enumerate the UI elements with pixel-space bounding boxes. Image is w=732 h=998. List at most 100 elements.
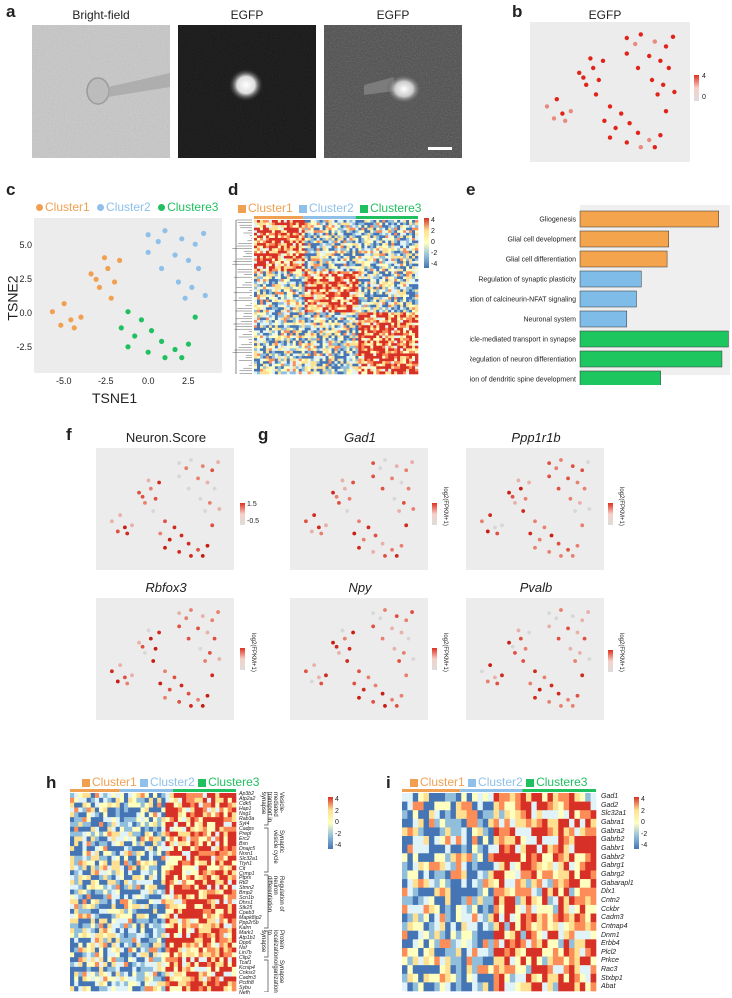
tsne-point (125, 681, 130, 686)
tsne-point (573, 509, 578, 513)
tsne-y-ticks: 5.0 2.5 0.0 -2.5 (16, 240, 32, 352)
tsne-point (635, 130, 641, 135)
tsne-point (312, 513, 317, 518)
tsne-point (93, 276, 99, 282)
heatmap-i-colorbar (634, 797, 639, 849)
tsne-point (380, 691, 385, 696)
tsne-point (554, 616, 559, 621)
tsne-point (390, 626, 394, 631)
tsne-point (110, 519, 114, 524)
tsne-point (96, 284, 103, 290)
tsne-point (380, 636, 385, 641)
gene-label: Bsn (239, 840, 248, 847)
tsne-point (591, 65, 596, 71)
tsne-point (549, 533, 554, 538)
tsne-point (357, 545, 361, 550)
tsne-point (638, 32, 643, 37)
tsne-point (542, 675, 547, 680)
tsne-egfp (530, 22, 690, 162)
tsne-point (513, 650, 517, 655)
gene-label: Cntnap4 (601, 922, 628, 930)
tsne-point (145, 232, 151, 238)
tsne-point (192, 241, 198, 247)
gene-label: Cnksr2 (239, 969, 256, 976)
panel-label-f: f (66, 425, 72, 444)
cblabel-pvalb: log2(FPKM+1) (618, 633, 624, 672)
bar-category-label: Neuronal system (523, 317, 576, 324)
bar-category-label: Regulation of calcineurin-NFAT signaling (470, 297, 576, 304)
tsne-point (361, 687, 366, 692)
gene-label: Prepl (239, 830, 252, 837)
tsne-point (351, 480, 355, 485)
heatmap-h-legend: Cluster1 Cluster2 Clustere3 (82, 775, 259, 789)
tsne-point (331, 490, 335, 495)
tsne-point (570, 554, 575, 558)
panel-label-h: h (46, 773, 57, 792)
tsne-point (185, 341, 192, 347)
egfp-cb-min: 0 (702, 94, 706, 101)
tsne-point (371, 474, 376, 479)
tsne-point (115, 529, 120, 534)
tsne-point (521, 509, 526, 513)
tsne-point (378, 466, 383, 471)
tsne-point (410, 610, 414, 614)
category-protein-loc: Protein localization to synapse (260, 930, 284, 960)
tsne-point (568, 496, 573, 501)
gene-label: Rac3 (601, 966, 618, 974)
gene-label: Atp2a2 (239, 795, 256, 802)
tsne-point (627, 121, 632, 126)
tsne-point (205, 630, 210, 635)
tsne-point (383, 458, 387, 462)
tsne-point (507, 640, 511, 645)
tsne-point (528, 681, 533, 686)
tsne-point (547, 549, 552, 554)
tsne-point (340, 478, 345, 483)
tsne-point (593, 92, 599, 97)
gene-label: Gabrg2 (601, 870, 625, 878)
tsne-point (556, 691, 561, 696)
legend-cluster1: Cluster1 (36, 200, 90, 214)
tsne-point (602, 118, 607, 124)
tsne-point (600, 58, 606, 63)
tsne-point (516, 628, 521, 633)
tsne-point (399, 480, 404, 485)
tsne-point (118, 663, 123, 668)
tsne-point (584, 82, 589, 87)
tsne-point (162, 355, 168, 361)
tsne-point (383, 554, 387, 558)
tsne-point (652, 145, 657, 150)
tsne-point (357, 695, 361, 700)
tsne-rbfox3-points (110, 608, 222, 708)
tsne-point (575, 480, 580, 485)
tsne-point (582, 636, 587, 641)
tsne-pvalb-points (480, 608, 592, 708)
gene-label: Kcnip4 (239, 964, 255, 971)
tsne-point (580, 468, 585, 473)
tsne-point (404, 673, 409, 678)
gene-label: Cadps (239, 825, 254, 832)
tsne-point (411, 507, 416, 511)
gene-label: Nrxn1 (239, 850, 253, 857)
tsne-egfp-points (544, 32, 677, 150)
gene-label: Gabra2 (601, 827, 625, 835)
tsne-point (624, 35, 629, 41)
tsne-point (570, 614, 575, 619)
tsne-point (198, 496, 203, 501)
tsne-point (518, 486, 523, 491)
tsne-point (205, 480, 210, 485)
egfp-cb-max: 4 (702, 73, 706, 80)
tsne-title-pvalb: Pvalb (519, 580, 553, 595)
egfp-colorbar (694, 75, 699, 101)
tsne-point (587, 507, 592, 511)
tsne-point (145, 249, 151, 255)
tsne-point (148, 486, 153, 491)
gene-label: Syt4 (239, 820, 250, 827)
tsne-point (663, 109, 669, 114)
cluster-annotation-bar (70, 789, 120, 792)
tsne-point (404, 523, 409, 528)
tsne-point (577, 650, 582, 655)
tsne-point (172, 675, 177, 680)
tsne-point (216, 460, 220, 464)
gene-label: Prkce (601, 957, 619, 965)
panel-label-g: g (258, 425, 269, 444)
